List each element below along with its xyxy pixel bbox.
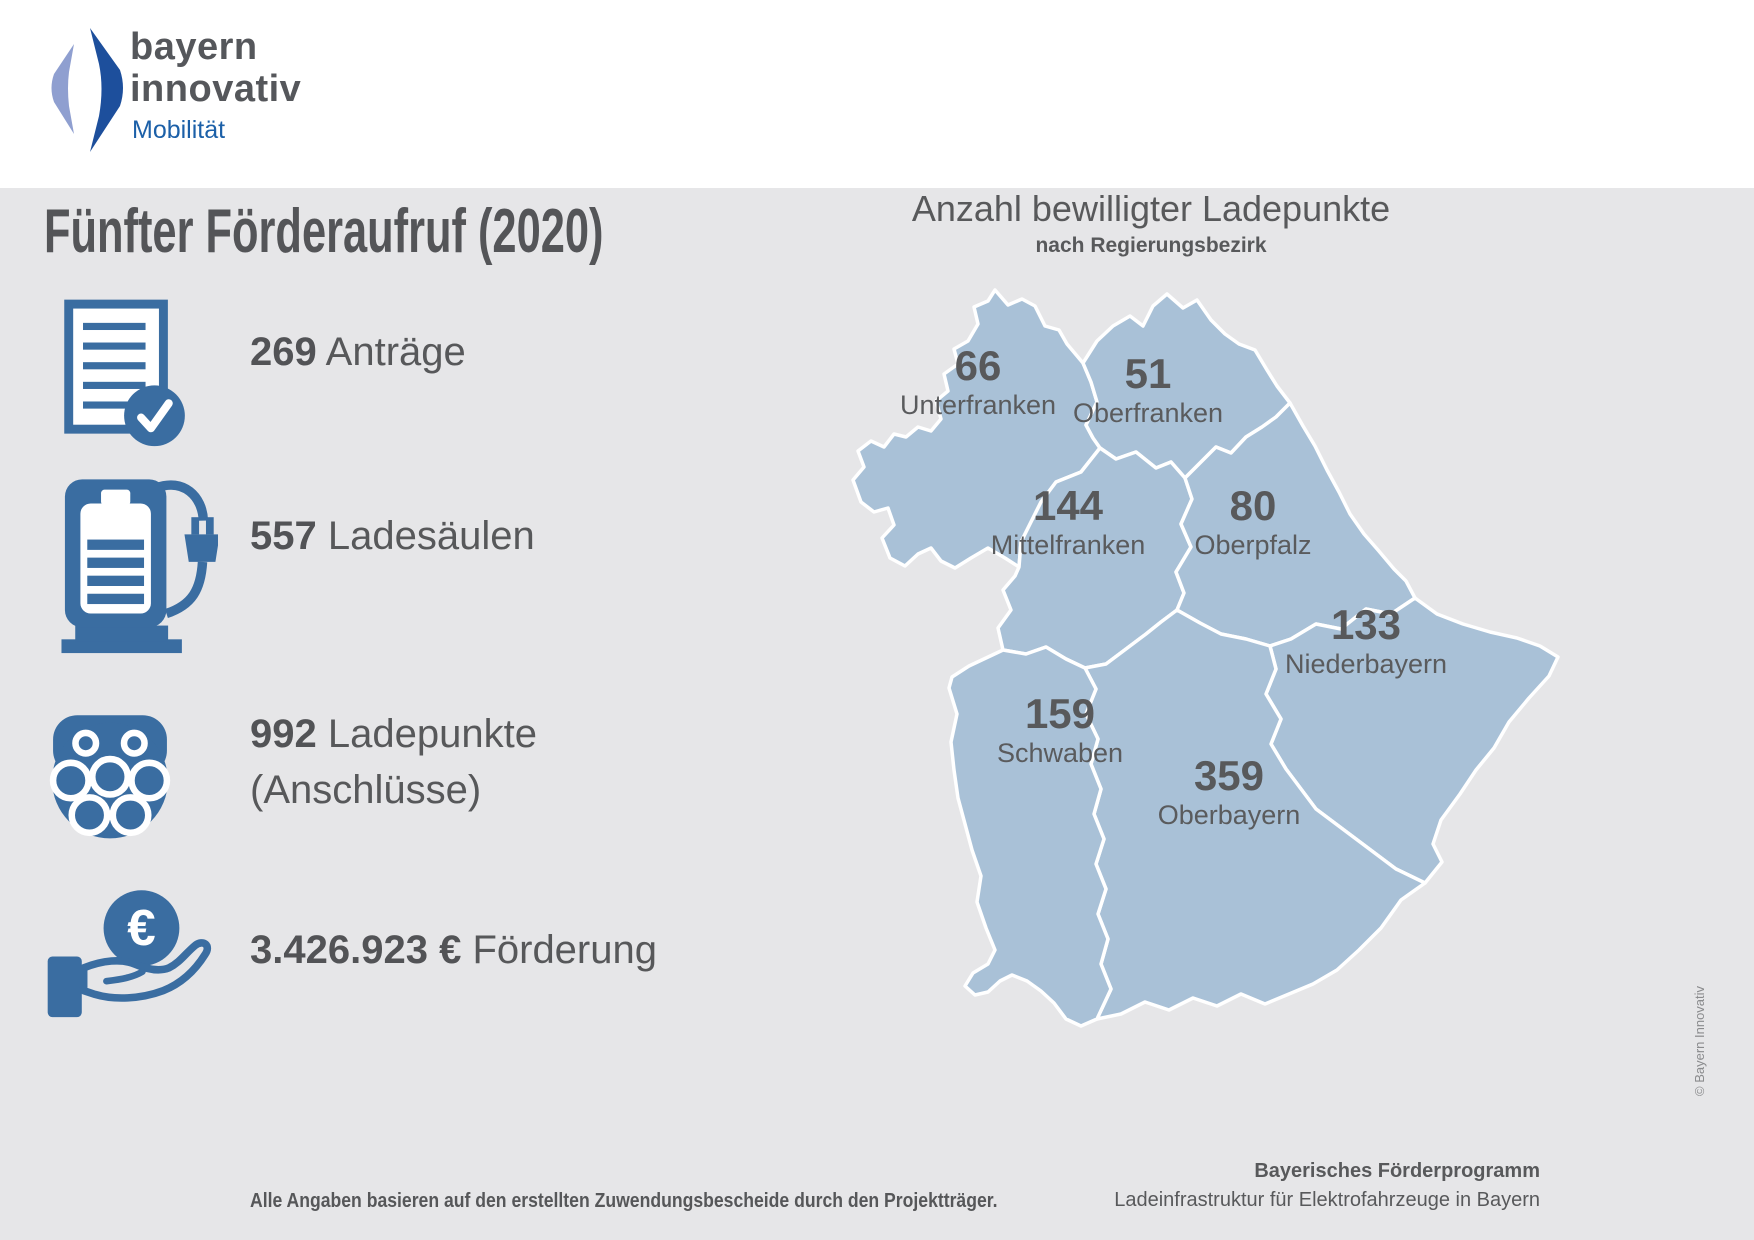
map-heading: Anzahl bewilligter Ladepunkte nach Regie… — [845, 188, 1457, 258]
region-value: 66 — [954, 342, 1002, 389]
region-value: 133 — [1330, 601, 1402, 648]
copyright-note: © Bayern Innovativ — [1692, 985, 1707, 1096]
program-footer: Bayerisches Förderprogramm Ladeinfrastru… — [1114, 1160, 1540, 1212]
stat-antraege-value: 269 — [250, 330, 317, 374]
document-check-icon — [64, 299, 185, 447]
euro-hand-icon: € — [47, 890, 212, 1018]
map-label-oberbayern: 359 Oberbayern — [1158, 754, 1301, 832]
bayern-innovativ-logo: bayern innovativ Mobilität — [44, 20, 464, 170]
logo-chevron-icon — [51, 28, 123, 152]
footnote: Alle Angaben basieren auf den erstellten… — [250, 1190, 998, 1212]
logo-wordmark: bayern innovativ — [130, 26, 301, 110]
bavaria-map-svg — [851, 288, 1560, 1028]
header-bar — [0, 0, 1754, 188]
region-value: 144 — [1032, 482, 1104, 529]
map-label-unterfranken: 66 Unterfranken — [900, 344, 1056, 422]
map-label-schwaben: 159 Schwaben — [997, 692, 1123, 770]
region-name: Mittelfranken — [990, 530, 1146, 560]
region-name: Niederbayern — [1284, 649, 1448, 679]
page-title: Fünfter Förderaufruf (2020) — [44, 197, 604, 266]
stat-foerderung-label: Förderung — [472, 928, 657, 972]
stat-ladepunkte: 992 Ladepunkte — [250, 712, 537, 757]
region-value: 80 — [1229, 482, 1277, 529]
program-subtitle: Ladeinfrastruktur für Elektrofahrzeuge i… — [1114, 1189, 1540, 1211]
stat-ladesaeulen: 557 Ladesäulen — [250, 514, 535, 559]
map-label-mittelfranken: 144 Mittelfranken — [991, 484, 1146, 562]
stat-ladesaeulen-label: Ladesäulen — [327, 514, 535, 558]
bavaria-map: 66 Unterfranken 51 Oberfranken 144 Mitte… — [845, 278, 1565, 1028]
region-name: Schwaben — [996, 738, 1124, 768]
logo-word-1: bayern — [130, 26, 258, 68]
region-value: 159 — [1024, 690, 1096, 737]
region-value: 51 — [1124, 350, 1172, 397]
logo-division-label: Mobilität — [132, 116, 226, 144]
charging-plug-icon — [49, 715, 171, 839]
region-schwaben — [947, 645, 1113, 1028]
stat-ladepunkte-label: Ladepunkte — [327, 712, 537, 756]
program-title: Bayerisches Förderprogramm — [1254, 1160, 1540, 1182]
region-name: Unterfranken — [899, 390, 1057, 420]
stat-ladesaeulen-value: 557 — [250, 514, 317, 558]
logo-word-2: innovativ — [130, 68, 302, 110]
map-label-oberpfalz: 80 Oberpfalz — [1194, 484, 1311, 562]
map-subtitle: nach Regierungsbezirk — [1035, 234, 1267, 257]
stat-foerderung-value: 3.426.923 € — [250, 928, 462, 972]
stat-antraege: 269 Anträge — [250, 330, 466, 375]
stat-foerderung: 3.426.923 € Förderung — [250, 928, 657, 973]
stat-antraege-label: Anträge — [325, 330, 466, 374]
region-value: 359 — [1193, 752, 1265, 799]
charging-station-icon — [61, 479, 218, 654]
region-name: Oberfranken — [1072, 398, 1224, 428]
region-name: Oberpfalz — [1194, 530, 1312, 560]
map-label-oberfranken: 51 Oberfranken — [1073, 352, 1223, 430]
euro-symbol: € — [127, 899, 155, 956]
region-name: Oberbayern — [1157, 800, 1301, 830]
stat-ladepunkte-label2: (Anschlüsse) — [250, 768, 482, 812]
map-title: Anzahl bewilligter Ladepunkte — [911, 188, 1391, 229]
map-label-niederbayern: 133 Niederbayern — [1285, 603, 1447, 681]
stat-ladepunkte-value: 992 — [250, 712, 317, 756]
